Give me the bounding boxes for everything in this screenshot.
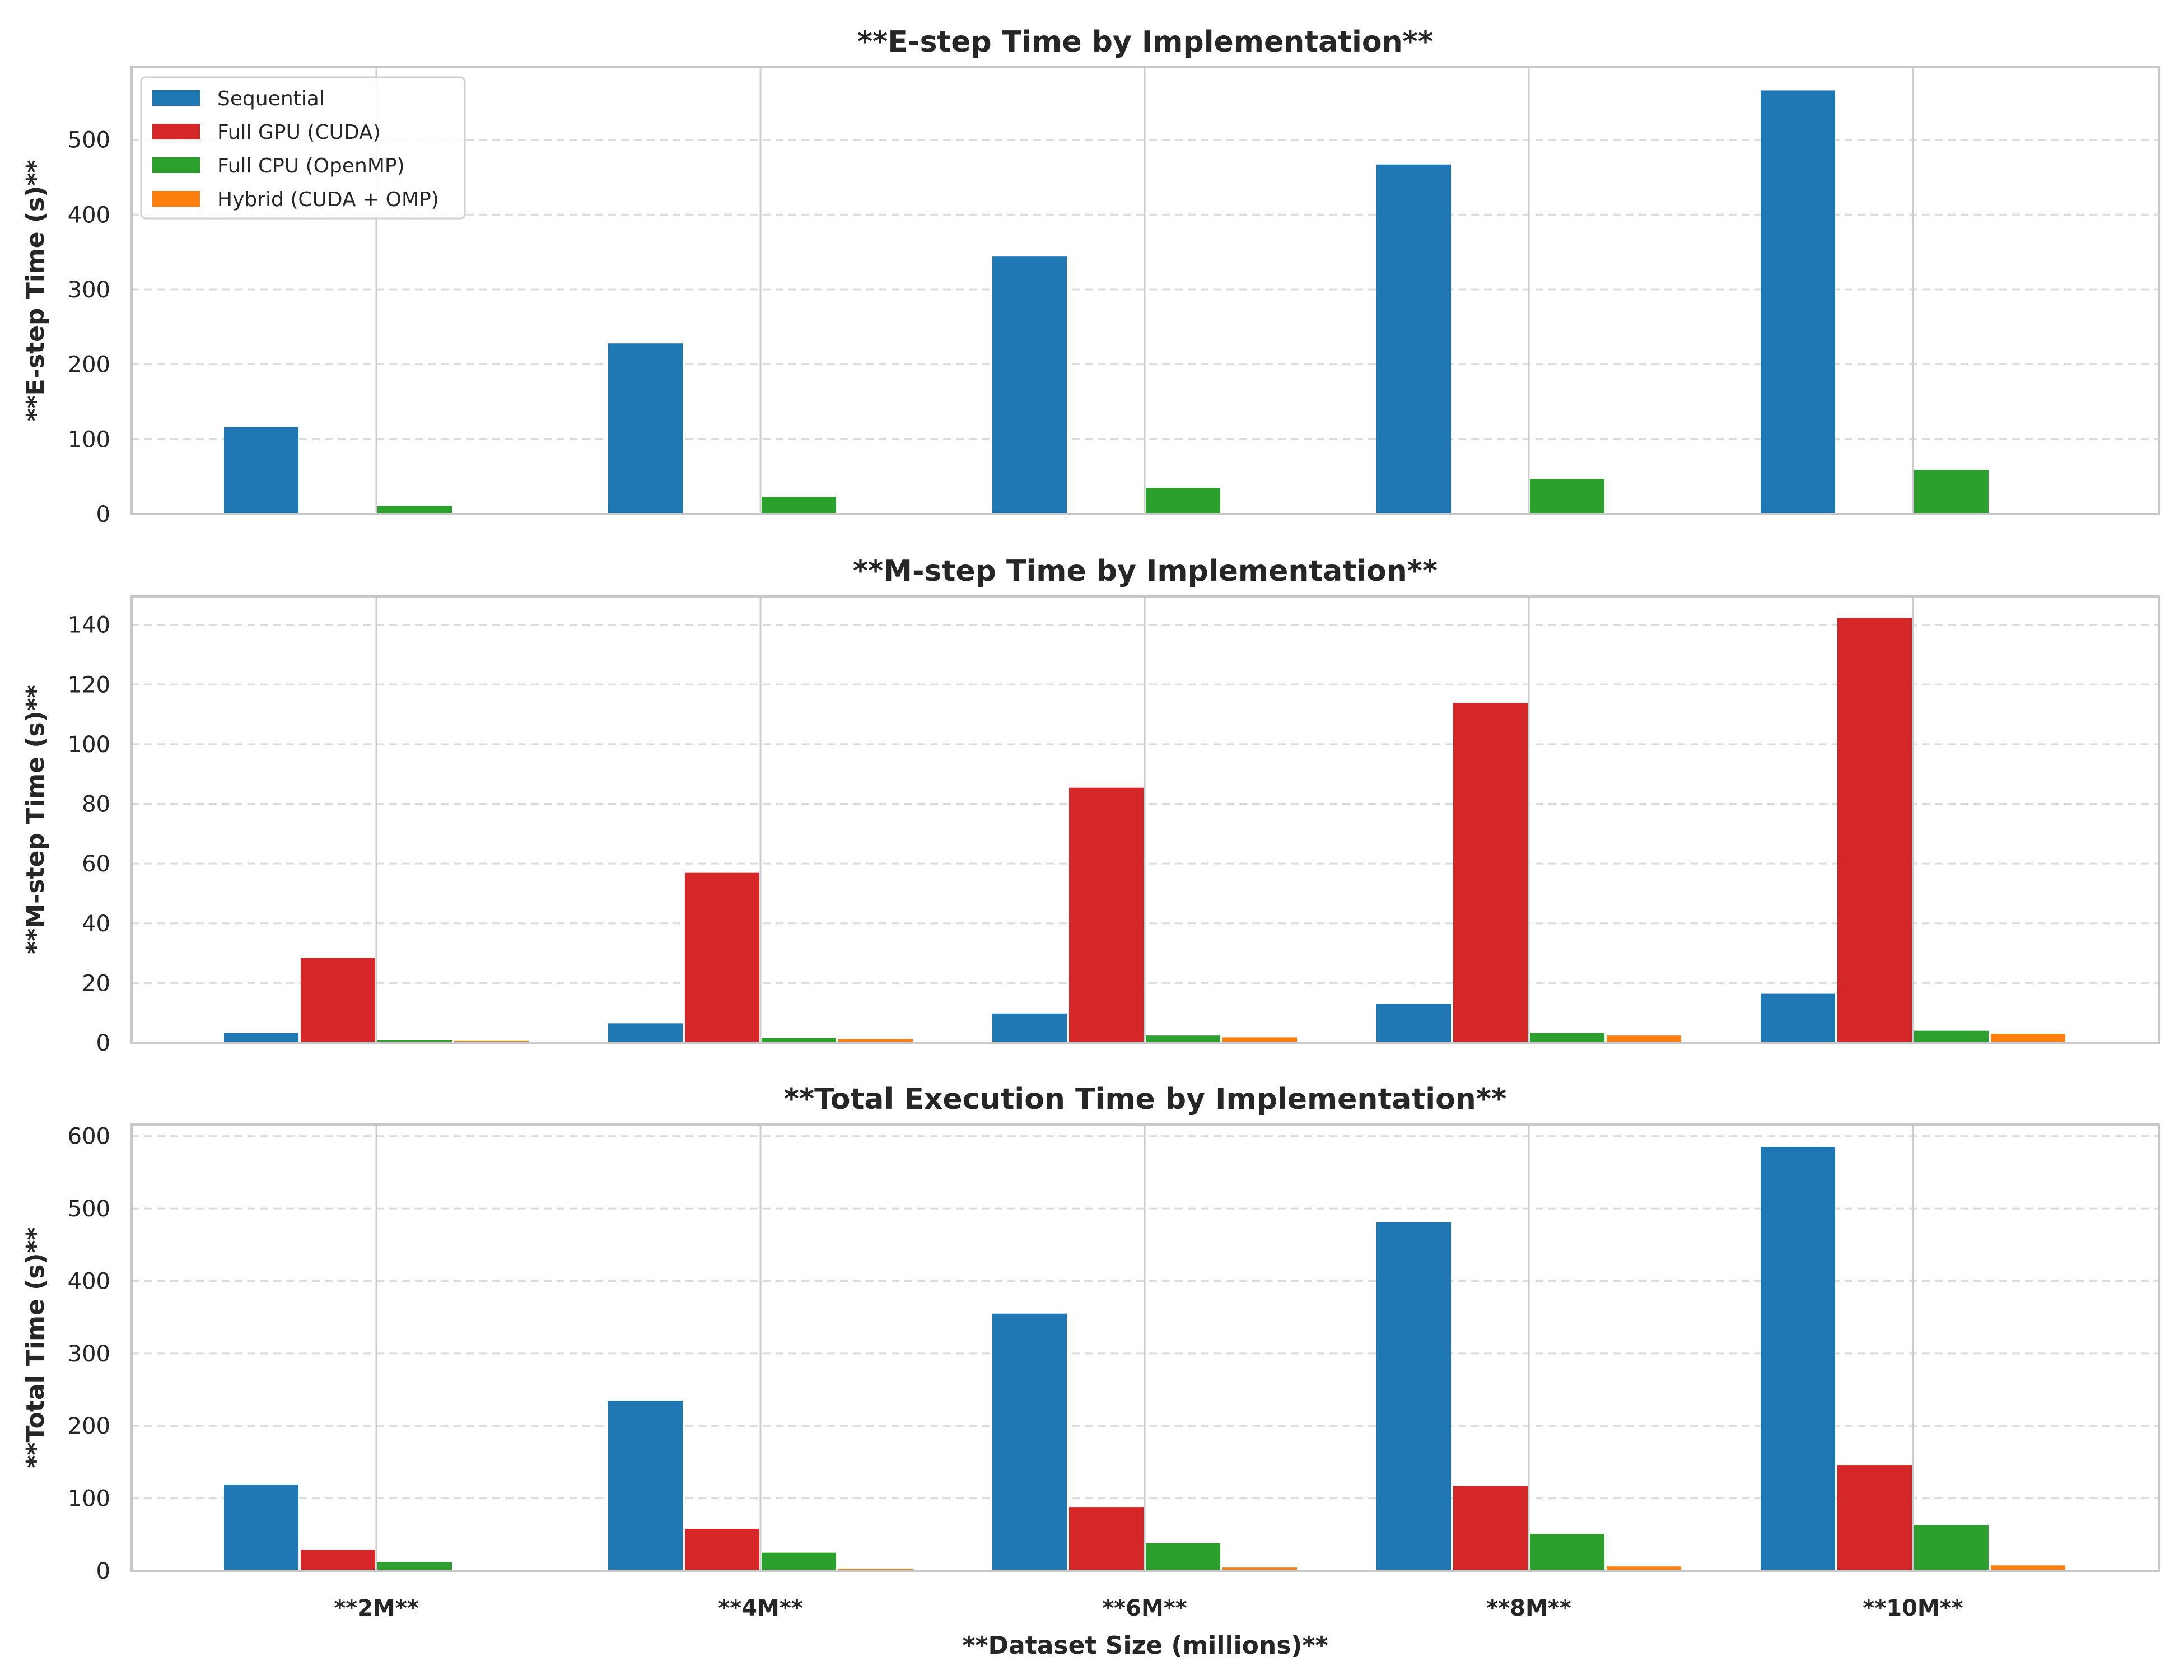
legend-swatch	[152, 90, 200, 106]
bar-2-full-cpu-openmp--4	[1530, 1033, 1604, 1043]
bar-3-sequential-1	[224, 1485, 298, 1571]
y-tick-label: 500	[68, 1196, 110, 1222]
bar-2-sequential-3	[992, 1013, 1067, 1043]
bar-1-full-cpu-openmp--3	[1146, 488, 1220, 514]
bar-2-full-gpu-cuda--4	[1453, 703, 1528, 1043]
y-tick-label: 300	[68, 277, 110, 303]
bar-2-hybrid-cuda-omp--2	[838, 1039, 913, 1043]
bar-3-full-gpu-cuda--4	[1453, 1486, 1528, 1571]
legend-swatch	[152, 191, 200, 207]
y-tick-label: 0	[96, 502, 110, 528]
bar-1-full-cpu-openmp--5	[1914, 470, 1989, 514]
chart-title: **E-step Time by Implementation**	[857, 25, 1433, 59]
bar-3-sequential-3	[992, 1313, 1067, 1571]
bar-3-sequential-4	[1376, 1222, 1451, 1571]
x-tick-label: **4M**	[718, 1595, 802, 1621]
legend-box	[140, 76, 466, 220]
bar-2-hybrid-cuda-omp--4	[1607, 1035, 1681, 1043]
bar-1-sequential-2	[608, 343, 683, 514]
legend-entry: Full CPU (OpenMP)	[217, 155, 405, 178]
x-tick-label: **2M**	[334, 1595, 418, 1621]
plot-frame	[130, 1123, 2160, 1572]
bar-3-full-gpu-cuda--3	[1069, 1507, 1144, 1571]
y-tick-label: 0	[96, 1030, 110, 1056]
legend-swatch	[152, 157, 200, 173]
x-tick-label: **10M**	[1863, 1595, 1963, 1621]
legend-swatch	[152, 124, 200, 139]
y-tick-label: 100	[68, 427, 110, 452]
bar-3-hybrid-cuda-omp--5	[1991, 1565, 2065, 1571]
y-tick-label: 400	[68, 1268, 110, 1294]
bar-2-sequential-2	[608, 1023, 683, 1043]
bar-2-full-cpu-openmp--5	[1914, 1030, 1989, 1043]
bar-3-full-cpu-openmp--3	[1146, 1543, 1220, 1571]
bar-2-hybrid-cuda-omp--3	[1222, 1037, 1297, 1043]
y-axis-label: **Total Time (s)**	[21, 1227, 50, 1468]
bar-2-full-cpu-openmp--2	[762, 1038, 836, 1043]
bar-3-sequential-2	[608, 1400, 683, 1571]
y-tick-label: 200	[68, 1413, 110, 1439]
bar-3-full-cpu-openmp--1	[377, 1562, 452, 1571]
bar-3-sequential-5	[1761, 1147, 1835, 1571]
y-axis-label: **E-step Time (s)**	[21, 160, 50, 422]
y-tick-label: 600	[68, 1124, 110, 1150]
bar-1-full-cpu-openmp--4	[1530, 479, 1604, 514]
bar-3-full-cpu-openmp--5	[1914, 1525, 1989, 1571]
bar-1-sequential-4	[1376, 164, 1451, 515]
y-tick-label: 40	[82, 911, 110, 937]
bar-2-full-gpu-cuda--1	[301, 958, 375, 1043]
chart-panel-3: 0 100 200 300 400 500 600 **Total Execution Tim…	[21, 1082, 2160, 1660]
bar-3-full-gpu-cuda--5	[1837, 1465, 1912, 1571]
y-tick-label: 140	[68, 613, 110, 638]
y-tick-label: 100	[68, 1486, 110, 1512]
bar-2-full-gpu-cuda--2	[685, 872, 759, 1043]
y-tick-label: 300	[68, 1341, 110, 1367]
y-tick-label: 200	[68, 352, 110, 378]
y-tick-label: 80	[82, 792, 110, 818]
chart-panel-1: 0 100 200 300 400 500 **E-step Time by Impleme…	[21, 25, 2160, 528]
bar-1-full-cpu-openmp--1	[377, 506, 452, 514]
bar-2-full-gpu-cuda--5	[1837, 618, 1912, 1043]
y-tick-label: 20	[82, 970, 110, 996]
bar-3-full-gpu-cuda--1	[301, 1550, 375, 1571]
legend-entry: Hybrid (CUDA + OMP)	[217, 188, 439, 211]
legend: Sequential Full GPU (CUDA) Full CPU (OpenM…	[140, 76, 466, 220]
x-tick-label: **6M**	[1102, 1595, 1187, 1621]
legend-entry: Sequential	[217, 87, 325, 110]
bar-2-full-cpu-openmp--1	[377, 1040, 452, 1043]
x-axis-label: **Dataset Size (millions)**	[962, 1631, 1328, 1660]
chart-title: **Total Execution Time by Implementation…	[784, 1082, 1506, 1116]
chart-panel-2: 0 20 40 60 80 100 120 140 **M-step Time by Imple…	[21, 554, 2160, 1056]
y-tick-label: 120	[68, 672, 110, 698]
bar-2-full-gpu-cuda--3	[1069, 787, 1144, 1043]
bar-2-hybrid-cuda-omp--5	[1991, 1034, 2065, 1043]
bar-3-full-cpu-openmp--4	[1530, 1534, 1604, 1571]
plot-frame	[130, 595, 2160, 1044]
bar-3-hybrid-cuda-omp--3	[1222, 1567, 1297, 1571]
y-tick-label: 500	[68, 128, 110, 153]
bar-2-sequential-5	[1761, 993, 1835, 1043]
bar-1-sequential-5	[1761, 90, 1835, 514]
y-axis-label: **M-step Time (s)**	[21, 685, 50, 954]
bar-1-sequential-1	[224, 427, 298, 514]
y-tick-label: 60	[82, 851, 110, 877]
plot-frame	[130, 66, 2160, 515]
bar-2-full-cpu-openmp--3	[1146, 1035, 1220, 1043]
bar-2-sequential-4	[1376, 1004, 1451, 1043]
chart-title: **M-step Time by Implementation**	[853, 554, 1438, 588]
x-tick-label: **8M**	[1486, 1595, 1571, 1621]
y-tick-label: 100	[68, 732, 110, 758]
bar-3-full-gpu-cuda--2	[685, 1528, 759, 1571]
y-tick-label: 400	[68, 202, 110, 228]
legend-entry: Full GPU (CUDA)	[217, 121, 381, 144]
bar-2-sequential-1	[224, 1033, 298, 1043]
y-tick-label: 0	[96, 1558, 110, 1584]
bar-3-hybrid-cuda-omp--4	[1607, 1566, 1681, 1571]
bar-1-full-cpu-openmp--2	[762, 497, 836, 514]
bar-1-sequential-3	[992, 256, 1067, 514]
bar-3-full-cpu-openmp--2	[762, 1552, 836, 1571]
